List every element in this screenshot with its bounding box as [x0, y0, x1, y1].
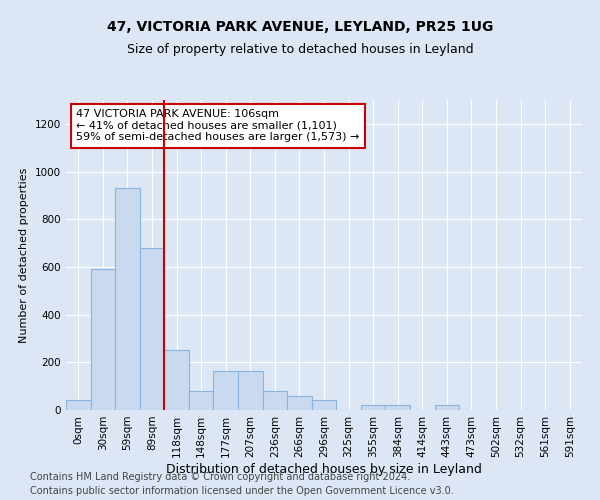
Bar	[214, 370, 238, 410]
Y-axis label: Number of detached properties: Number of detached properties	[19, 168, 29, 342]
Bar	[385, 405, 410, 410]
Bar	[115, 188, 140, 410]
Text: 47, VICTORIA PARK AVENUE, LEYLAND, PR25 1UG: 47, VICTORIA PARK AVENUE, LEYLAND, PR25 …	[107, 20, 493, 34]
Text: Contains public sector information licensed under the Open Government Licence v3: Contains public sector information licen…	[30, 486, 454, 496]
Bar	[312, 400, 336, 410]
Bar	[434, 405, 459, 410]
Text: Size of property relative to detached houses in Leyland: Size of property relative to detached ho…	[127, 42, 473, 56]
Bar	[189, 391, 214, 410]
Text: 47 VICTORIA PARK AVENUE: 106sqm
← 41% of detached houses are smaller (1,101)
59%: 47 VICTORIA PARK AVENUE: 106sqm ← 41% of…	[76, 110, 359, 142]
Bar	[238, 370, 263, 410]
Bar	[140, 248, 164, 410]
Bar	[164, 350, 189, 410]
Text: Contains HM Land Registry data © Crown copyright and database right 2024.: Contains HM Land Registry data © Crown c…	[30, 472, 410, 482]
Bar	[91, 270, 115, 410]
Bar	[263, 391, 287, 410]
Bar	[361, 405, 385, 410]
Bar	[66, 400, 91, 410]
X-axis label: Distribution of detached houses by size in Leyland: Distribution of detached houses by size …	[166, 462, 482, 475]
Bar	[287, 396, 312, 410]
